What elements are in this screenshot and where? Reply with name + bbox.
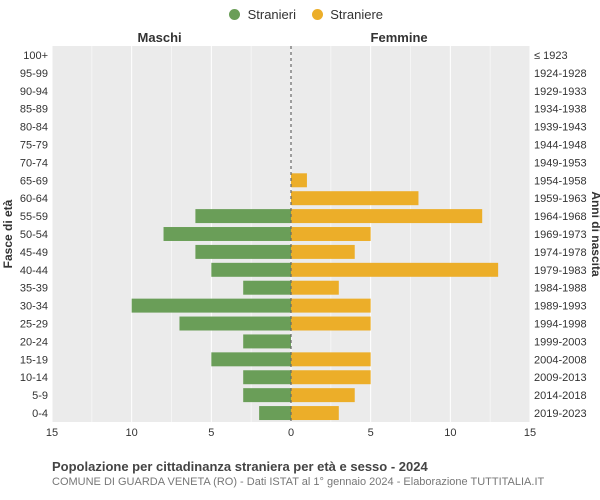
- y-tick-age: 45-49: [20, 247, 48, 259]
- y-tick-age: 0-4: [32, 408, 48, 420]
- y-tick-birthyear: 1944-1948: [534, 139, 587, 151]
- y-tick-age: 85-89: [20, 104, 48, 116]
- bar-male: [243, 281, 291, 295]
- y-tick-age: 90-94: [20, 86, 48, 98]
- y-tick-birthyear: 2019-2023: [534, 408, 587, 420]
- y-tick-age: 35-39: [20, 283, 48, 295]
- y-tick-age: 95-99: [20, 68, 48, 80]
- y-tick-birthyear: 1934-1938: [534, 104, 587, 116]
- y-tick-birthyear: 2009-2013: [534, 372, 587, 384]
- y-tick-age: 15-19: [20, 354, 48, 366]
- y-tick-birthyear: 1964-1968: [534, 211, 587, 223]
- bar-male: [243, 334, 291, 348]
- bar-male: [211, 263, 291, 277]
- legend-label-female: Straniere: [330, 7, 383, 22]
- bar-male: [179, 317, 291, 331]
- y-tick-birthyear: 1974-1978: [534, 247, 587, 259]
- y-tick-birthyear: 1969-1973: [534, 229, 587, 241]
- y-tick-age: 25-29: [20, 319, 48, 331]
- y-tick-age: 40-44: [20, 265, 48, 277]
- bar-male: [164, 227, 291, 241]
- y-tick-age: 70-74: [20, 157, 48, 169]
- x-tick: 15: [46, 427, 58, 439]
- bar-female: [291, 299, 371, 313]
- bar-male: [195, 245, 291, 259]
- y-tick-birthyear: 1984-1988: [534, 283, 587, 295]
- column-header-female: Femmine: [371, 30, 428, 45]
- pyramid-chart: 0-4 2019-2023 5-9 2014-2018 10-14 2009-2013 15…: [0, 46, 600, 446]
- y-tick-birthyear: 1939-1943: [534, 122, 587, 134]
- y-axis-title-right: Anni di nascita: [589, 191, 600, 277]
- bar-female: [291, 209, 482, 223]
- y-tick-birthyear: 1954-1958: [534, 175, 587, 187]
- bar-female: [291, 388, 355, 402]
- bar-female: [291, 317, 371, 331]
- bar-male: [132, 299, 291, 313]
- bar-male: [243, 370, 291, 384]
- y-tick-birthyear: 1989-1993: [534, 301, 587, 313]
- x-tick: 5: [208, 427, 214, 439]
- y-tick-birthyear: 1924-1928: [534, 68, 587, 80]
- y-axis-title-left: Fasce di età: [1, 199, 15, 268]
- y-tick-birthyear: 1994-1998: [534, 319, 587, 331]
- chart-subtitle: COMUNE DI GUARDA VENETA (RO) - Dati ISTA…: [52, 476, 544, 488]
- bar-female: [291, 281, 339, 295]
- y-tick-age: 50-54: [20, 229, 48, 241]
- y-tick-age: 10-14: [20, 372, 48, 384]
- bar-male: [211, 352, 291, 366]
- chart-footer: Popolazione per cittadinanza straniera p…: [52, 459, 544, 488]
- y-tick-birthyear: 1949-1953: [534, 157, 587, 169]
- y-tick-birthyear: 2014-2018: [534, 390, 587, 402]
- y-tick-age: 30-34: [20, 301, 48, 313]
- y-tick-age: 65-69: [20, 175, 48, 187]
- x-tick: 5: [368, 427, 374, 439]
- y-tick-birthyear: 1979-1983: [534, 265, 587, 277]
- bar-female: [291, 227, 371, 241]
- bar-female: [291, 352, 371, 366]
- y-tick-age: 5-9: [32, 390, 48, 402]
- y-tick-birthyear: 1999-2003: [534, 336, 587, 348]
- y-tick-age: 75-79: [20, 139, 48, 151]
- y-tick-age: 80-84: [20, 122, 48, 134]
- bar-male: [195, 209, 291, 223]
- y-tick-birthyear: 1959-1963: [534, 193, 587, 205]
- y-tick-age: 55-59: [20, 211, 48, 223]
- chart-title: Popolazione per cittadinanza straniera p…: [52, 459, 544, 474]
- y-tick-age: 20-24: [20, 336, 48, 348]
- y-tick-age: 100+: [23, 50, 48, 62]
- legend-swatch-male: [229, 9, 240, 20]
- legend: Stranieri Straniere: [0, 0, 600, 22]
- chart-container: Stranieri Straniere Maschi Femmine 0-4 20…: [0, 0, 600, 500]
- bar-female: [291, 406, 339, 420]
- bar-female: [291, 173, 307, 187]
- bar-female: [291, 370, 371, 384]
- bar-female: [291, 245, 355, 259]
- x-tick: 10: [444, 427, 456, 439]
- x-tick: 15: [524, 427, 536, 439]
- bar-female: [291, 263, 498, 277]
- y-tick-age: 60-64: [20, 193, 48, 205]
- legend-label-male: Stranieri: [248, 7, 296, 22]
- legend-swatch-female: [312, 9, 323, 20]
- y-tick-birthyear: 1929-1933: [534, 86, 587, 98]
- bar-male: [243, 388, 291, 402]
- x-tick: 10: [126, 427, 138, 439]
- bar-female: [291, 191, 418, 205]
- y-tick-birthyear: ≤ 1923: [534, 50, 568, 62]
- x-tick: 0: [288, 427, 294, 439]
- bar-male: [259, 406, 291, 420]
- y-tick-birthyear: 2004-2008: [534, 354, 587, 366]
- column-header-male: Maschi: [138, 30, 182, 45]
